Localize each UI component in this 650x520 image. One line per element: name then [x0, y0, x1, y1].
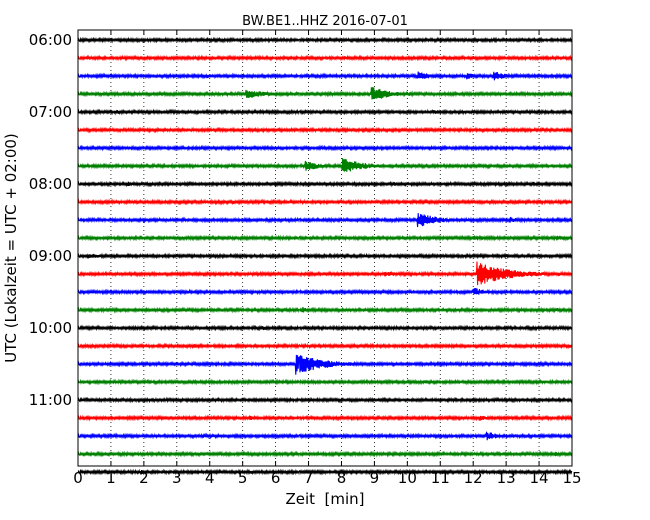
seismic-trace — [77, 431, 573, 441]
x-tick-label: 12 — [464, 469, 483, 487]
y-tick-label: 08:00 — [29, 175, 72, 193]
x-tick-label: 14 — [530, 469, 549, 487]
x-tick-label: 11 — [431, 469, 450, 487]
seismic-trace — [77, 414, 573, 422]
y-axis: 06:00 07:00 08:00 09:00 10:00 11:00 — [29, 31, 572, 409]
y-axis-label: UTC (Lokalzeit = UTC + 02:00) — [2, 133, 20, 363]
seismic-traces — [77, 36, 573, 476]
seismic-trace — [77, 71, 573, 81]
seismic-trace — [77, 213, 573, 228]
seismic-trace — [77, 324, 573, 332]
x-tick-label: 13 — [497, 469, 516, 487]
seismic-trace — [77, 87, 573, 100]
x-axis-label: Zeit [min] — [285, 490, 364, 508]
x-tick-label: 4 — [205, 469, 215, 487]
x-tick-label: 15 — [562, 469, 581, 487]
seismic-trace — [77, 342, 573, 350]
seismic-trace — [77, 108, 573, 116]
seismic-trace — [77, 450, 573, 458]
x-tick-label: 2 — [139, 469, 149, 487]
x-tick-label: 1 — [106, 469, 116, 487]
x-tick-label: 10 — [398, 469, 417, 487]
seismic-trace — [77, 354, 573, 375]
seismic-trace — [77, 158, 573, 172]
seismic-trace — [77, 144, 573, 152]
x-tick-label: 9 — [370, 469, 380, 487]
seismic-trace — [77, 288, 573, 296]
y-tick-label: 09:00 — [29, 247, 72, 265]
y-tick-label: 10:00 — [29, 319, 72, 337]
y-tick-label: 07:00 — [29, 103, 72, 121]
x-tick-label: 3 — [172, 469, 182, 487]
chart-title: BW.BE1..HHZ 2016-07-01 — [242, 14, 408, 29]
seismic-trace — [77, 54, 573, 62]
y-tick-label: 11:00 — [29, 391, 72, 409]
vertical-grid — [110, 30, 540, 466]
seismic-trace — [77, 234, 573, 242]
plot-frame — [77, 29, 573, 467]
seismic-trace — [77, 396, 573, 404]
seismic-trace — [77, 126, 573, 134]
x-tick-label: 6 — [271, 469, 281, 487]
seismic-trace — [77, 198, 573, 206]
x-tick-label: 5 — [238, 469, 248, 487]
seismic-trace — [77, 468, 573, 476]
x-tick-label: 0 — [73, 469, 83, 487]
seismic-trace — [77, 306, 573, 314]
y-tick-label: 06:00 — [29, 31, 72, 49]
seismic-trace — [77, 180, 573, 188]
x-tick-label: 7 — [304, 469, 314, 487]
seismic-trace — [77, 36, 573, 44]
x-axis: 0 1 2 3 4 5 6 7 8 9 10 11 12 13 14 15 — [73, 30, 582, 487]
seismic-trace — [77, 252, 573, 260]
x-tick-label: 8 — [337, 469, 347, 487]
seismic-trace — [77, 261, 573, 286]
seismic-trace — [77, 378, 573, 386]
